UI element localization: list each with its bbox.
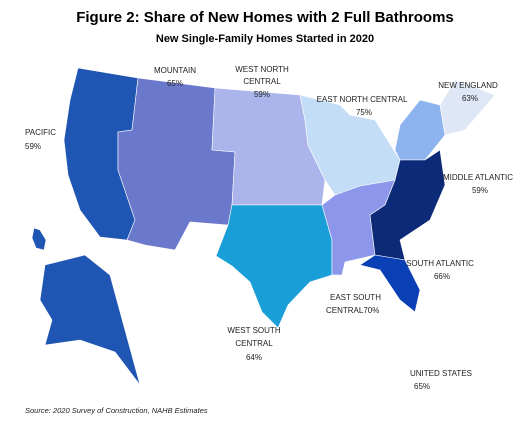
map: [31, 67, 496, 386]
region-name: WEST NORTH: [235, 65, 289, 74]
region-name: EAST NORTH CENTRAL: [317, 95, 408, 104]
region-value: 63%: [462, 94, 478, 103]
region-name: CENTRAL: [326, 306, 364, 315]
region-name: WEST SOUTH: [227, 326, 280, 335]
region-south-atlantic: [369, 149, 446, 261]
region-value: 59%: [472, 186, 488, 195]
region-name: CENTRAL: [243, 77, 281, 86]
region-name: NEW ENGLAND: [438, 81, 498, 90]
title: Figure 2: Share of New Homes with 2 Full…: [76, 9, 454, 26]
region-name: MIDDLE ATLANTIC: [443, 173, 513, 182]
region-west-south-central: [215, 204, 333, 329]
region-new-england: [439, 79, 496, 136]
subtitle: New Single-Family Homes Started in 2020: [156, 33, 374, 45]
source: Source: 2020 Survey of Construction, NAH…: [25, 406, 208, 415]
region-value: 59%: [25, 142, 41, 151]
region-pacific-alaska: [39, 254, 141, 386]
region-value: 59%: [254, 90, 270, 99]
region-name: EAST SOUTH: [330, 293, 381, 302]
total-name: UNITED STATES: [410, 369, 472, 378]
region-name: MOUNTAIN: [154, 66, 196, 75]
region-name: PACIFIC: [25, 128, 56, 137]
region-florida: [359, 254, 421, 313]
region-name: CENTRAL: [235, 339, 273, 348]
region-value: 66%: [434, 272, 450, 281]
total-value: 65%: [414, 382, 430, 391]
region-name: SOUTH ATLANTIC: [406, 259, 474, 268]
region-value: 64%: [246, 353, 262, 362]
region-value: 65%: [167, 79, 183, 88]
region-label-line: CENTRAL70%: [326, 306, 379, 315]
region-value: 75%: [356, 108, 372, 117]
region-east-south-central: [321, 179, 396, 276]
region-pacific-hawaii: [31, 227, 47, 251]
labels: PACIFIC 59% MOUNTAIN 65% WEST NORTH CENT…: [25, 65, 513, 391]
region-middle-atlantic: [394, 99, 446, 161]
region-value: 70%: [363, 306, 379, 315]
